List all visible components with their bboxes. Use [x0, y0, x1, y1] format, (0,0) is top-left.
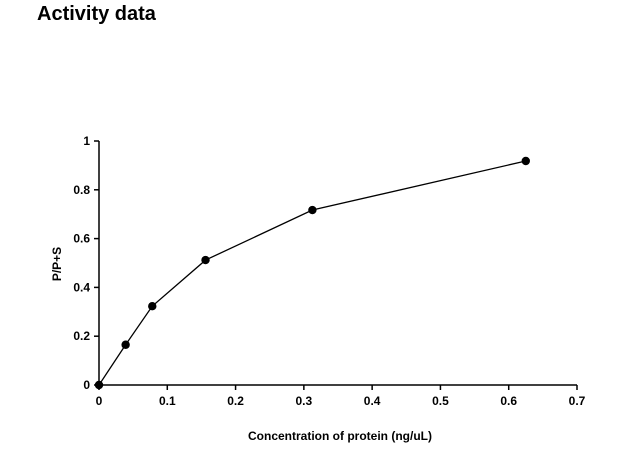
data-point: [148, 301, 157, 311]
y-tick-label: 0: [83, 378, 90, 392]
x-tick-label: 0.3: [296, 394, 313, 408]
y-tick-label: 1: [83, 134, 90, 148]
y-ticks: 0 0.2 0.4 0.6 0.8 1: [73, 134, 99, 392]
x-tick-label: 0.1: [159, 394, 176, 408]
data-point: [94, 380, 104, 390]
x-ticks: 0 0.1 0.2 0.3 0.4 0.5 0.6 0.7: [96, 385, 586, 408]
chart-axes: [98, 141, 577, 386]
data-point: [121, 340, 130, 349]
data-point: [201, 255, 210, 265]
x-axis-label: Concentration of protein (ng/uL): [248, 429, 432, 443]
data-point: [308, 205, 317, 215]
y-tick-label: 0.4: [73, 280, 90, 294]
y-axis-label: P/P+S: [50, 247, 64, 281]
series-layer: [94, 156, 530, 390]
y-tick-label: 0.2: [73, 329, 90, 343]
x-tick-label: 0.6: [500, 394, 517, 408]
x-tick-label: 0.7: [569, 394, 586, 408]
x-tick-label: 0.5: [432, 394, 449, 408]
x-tick-label: 0.2: [227, 394, 244, 408]
x-tick-label: 0.4: [364, 394, 381, 408]
y-tick-label: 0.8: [73, 183, 90, 197]
y-tick-label: 0.6: [73, 232, 90, 246]
page-title: Activity data: [37, 3, 156, 25]
x-tick-label: 0: [96, 394, 103, 408]
series-line: [98, 160, 526, 386]
data-point: [521, 156, 530, 166]
